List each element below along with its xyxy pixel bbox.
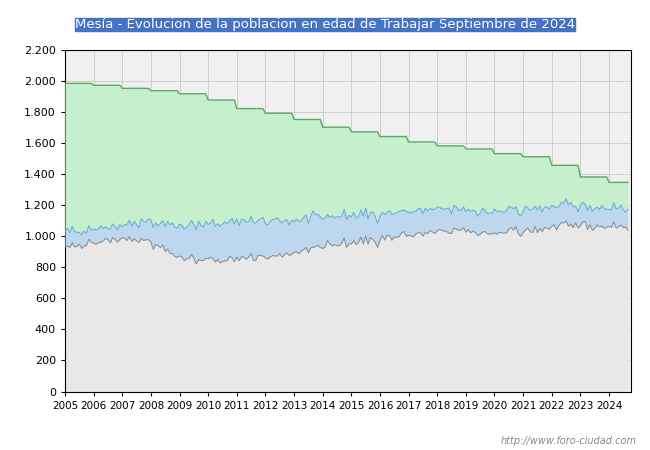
Text: Mesía - Evolucion de la poblacion en edad de Trabajar Septiembre de 2024: Mesía - Evolucion de la poblacion en eda… bbox=[75, 18, 575, 31]
Text: http://www.foro-ciudad.com: http://www.foro-ciudad.com bbox=[501, 436, 637, 446]
